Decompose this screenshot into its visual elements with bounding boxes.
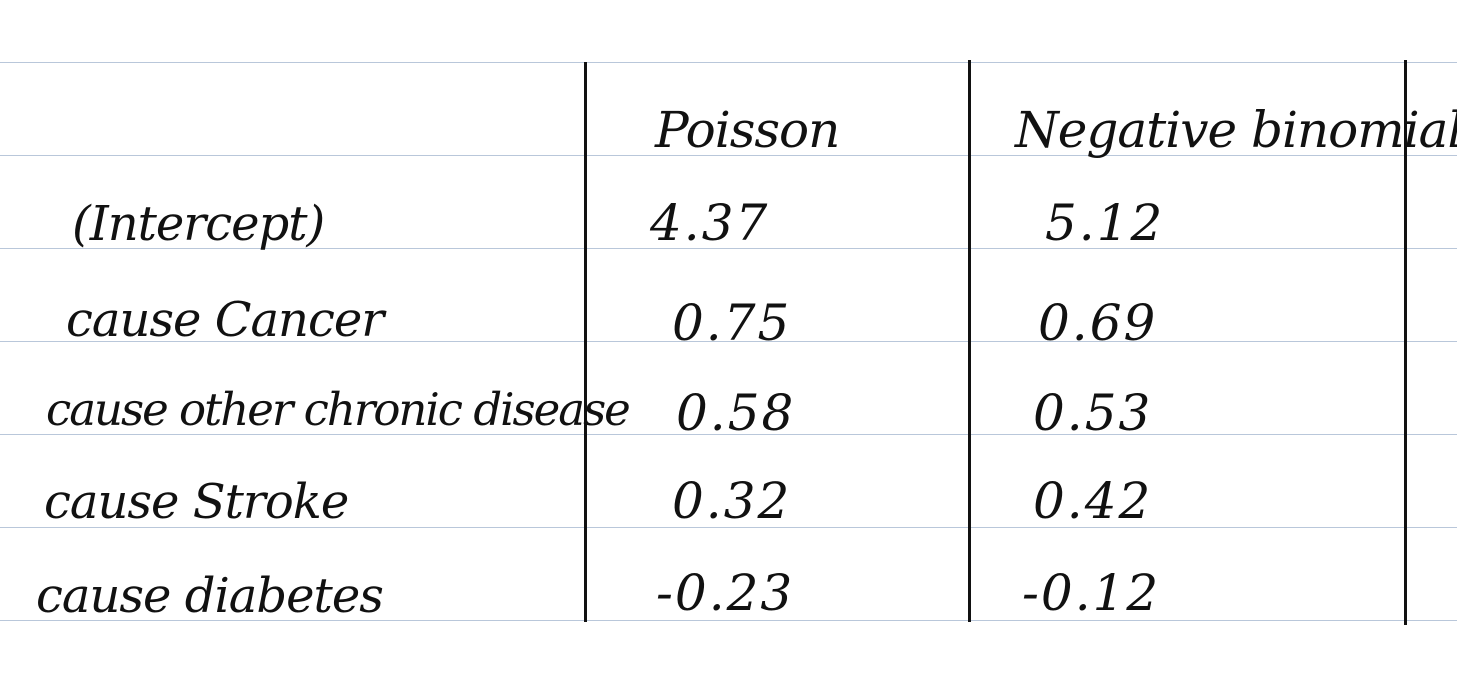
ruled-line (0, 620, 1457, 621)
negative-binomial-value: -0.12 (1022, 564, 1161, 622)
column-header-negative-binomial: Negative binomial (1015, 101, 1457, 159)
row-label-intercept: (Intercept) (72, 196, 325, 252)
poisson-value: 0.58 (676, 384, 796, 442)
poisson-value: 0.32 (672, 472, 792, 530)
poisson-value: -0.23 (656, 564, 795, 622)
row-label-cause-stroke: cause Stroke (44, 474, 349, 530)
poisson-value: 4.37 (650, 194, 770, 252)
negative-binomial-value: 0.53 (1033, 384, 1153, 442)
negative-binomial-value: 0.42 (1033, 472, 1153, 530)
negative-binomial-value: 5.12 (1045, 194, 1165, 252)
column-divider (1404, 60, 1407, 625)
ruled-line (0, 527, 1457, 528)
row-label-cause-cancer: cause Cancer (66, 292, 384, 348)
row-label-cause-diabetes: cause diabetes (36, 568, 384, 624)
column-header-poisson: Poisson (655, 101, 840, 159)
negative-binomial-value: 0.69 (1038, 294, 1158, 352)
ruled-line (0, 155, 1457, 156)
column-divider (968, 60, 971, 622)
ruled-line (0, 341, 1457, 342)
poisson-value: 0.75 (672, 294, 792, 352)
column-divider (584, 62, 587, 622)
ruled-line (0, 434, 1457, 435)
ruled-line (0, 62, 1457, 63)
row-label-cause-other-chronic-disease: cause other chronic disease (46, 383, 631, 436)
ruled-line (0, 248, 1457, 249)
